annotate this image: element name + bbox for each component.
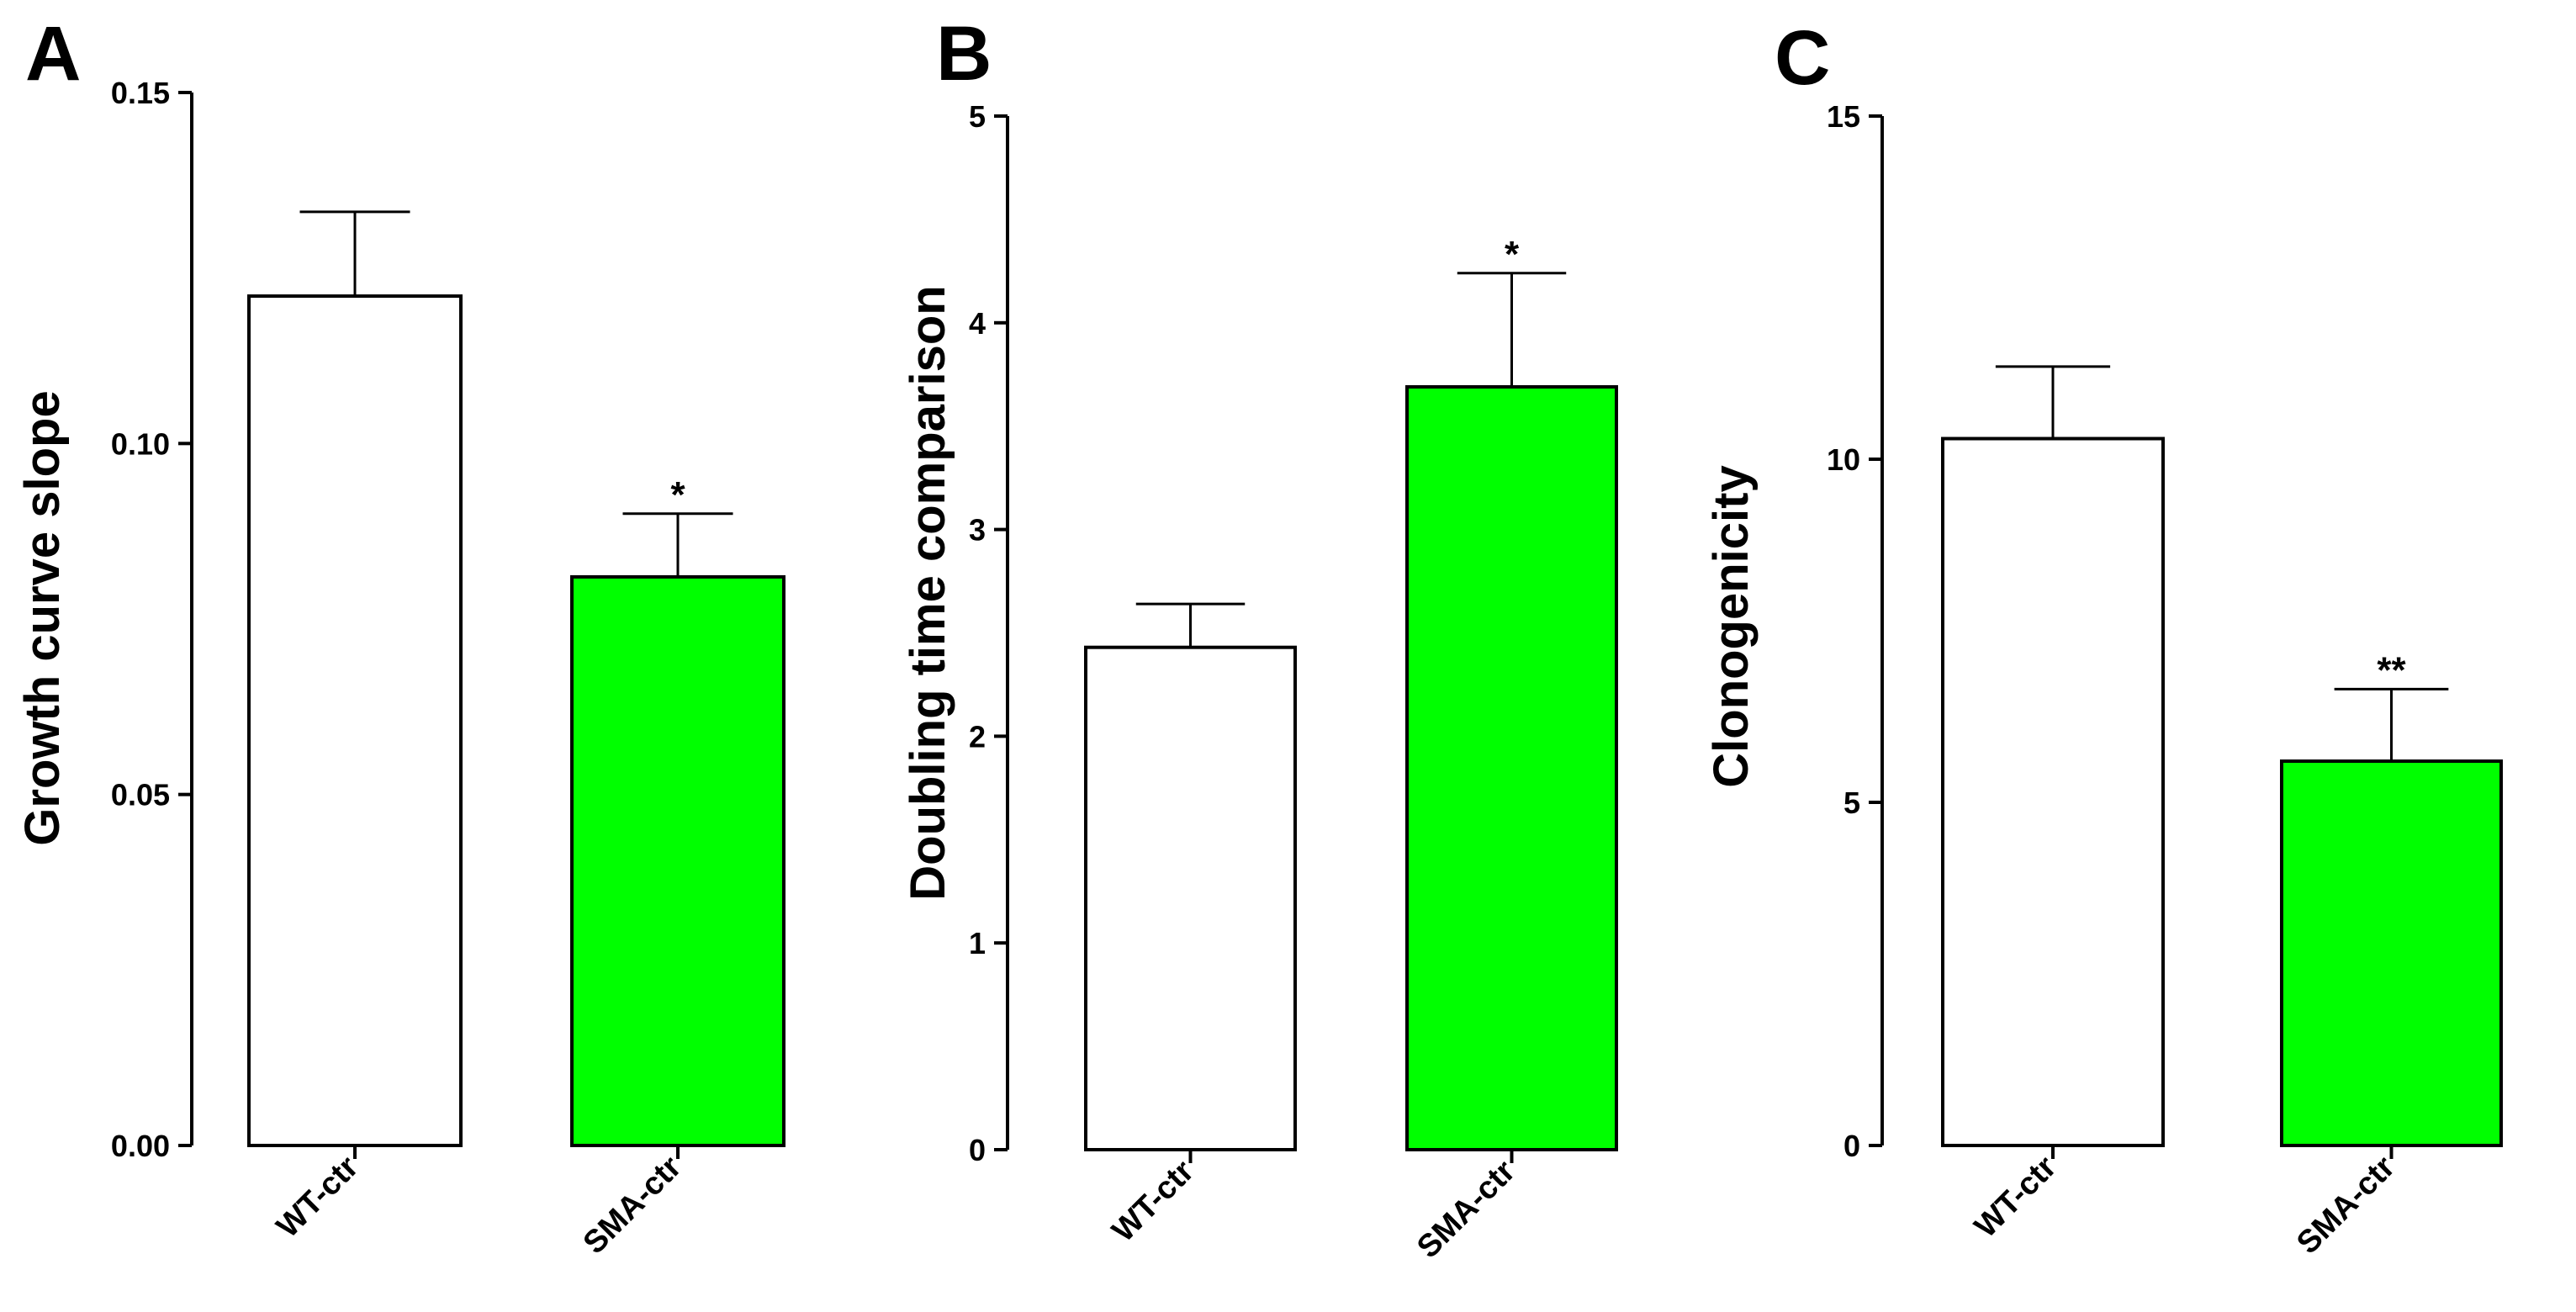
panel-a-y-tick-label: 0.00 <box>111 1129 170 1163</box>
panel-a-ylabel: Growth curve slope <box>15 390 70 845</box>
panel-a-plot: 0.00 0.05 0.10 0.15 WT-ctr * SMA-ctr <box>111 76 785 1262</box>
panel-c: C Clonogenicity <box>1704 15 1830 788</box>
panel-c-letter: C <box>1775 15 1830 101</box>
panel-c-plot: 0 5 10 15 WT-ctr ** SMA-ctr <box>1827 99 2503 1262</box>
panel-b-y-tick-label: 4 <box>969 306 986 341</box>
panel-a-category-label: WT-ctr <box>270 1150 365 1245</box>
panel-a-bar-sma-ctr <box>570 574 785 1147</box>
panel-c-bar-wt-ctr <box>1941 436 2165 1147</box>
panel-b-bar-sma-ctr <box>1405 384 1618 1151</box>
panel-c-category-label: WT-ctr <box>1968 1150 2063 1245</box>
panel-c-y-tick-label: 0 <box>1843 1129 1860 1163</box>
panel-c-ylabel: Clonogenicity <box>1704 465 1759 787</box>
panel-b: B Doubling time comparison <box>901 11 992 901</box>
panel-b-y-tick-label: 2 <box>969 719 986 754</box>
panel-a-letter: A <box>25 11 81 97</box>
panel-a-significance-label: * <box>670 474 685 516</box>
panel-c-y-tick-label: 10 <box>1827 442 1860 477</box>
panel-b-y-tick-label: 3 <box>969 513 986 548</box>
panel-c-bar-sma-ctr <box>2280 759 2503 1147</box>
panel-b-ylabel: Doubling time comparison <box>901 285 955 901</box>
panel-a-y-tick-label: 0.15 <box>111 76 170 110</box>
panel-b-category-label: WT-ctr <box>1106 1154 1201 1249</box>
panel-a-category-label: SMA-ctr <box>577 1150 689 1262</box>
panel-c-y-tick-label: 15 <box>1827 99 1860 134</box>
panel-b-bar-wt-ctr <box>1084 645 1297 1151</box>
panel-b-letter: B <box>936 11 992 97</box>
panel-b-y-tick-label: 1 <box>969 926 986 960</box>
panel-a-y-tick-label: 0.10 <box>111 426 170 461</box>
panel-b-plot: 0 1 2 3 4 5 WT-ctr * SMA-ctr <box>969 99 1618 1266</box>
panel-a: A Growth curve slope <box>15 11 81 846</box>
panel-c-category-label: SMA-ctr <box>2290 1150 2402 1262</box>
panel-b-category-label: SMA-ctr <box>1410 1154 1522 1266</box>
panel-a-y-tick-label: 0.05 <box>111 778 170 812</box>
panel-c-significance-label: ** <box>2377 649 2406 690</box>
panel-b-y-tick-label: 0 <box>969 1133 986 1167</box>
panel-a-bar-wt-ctr <box>247 294 463 1147</box>
panel-c-y-tick-label: 5 <box>1843 786 1860 820</box>
panel-b-y-tick-label: 5 <box>969 99 986 134</box>
panel-b-significance-label: * <box>1505 234 1520 275</box>
